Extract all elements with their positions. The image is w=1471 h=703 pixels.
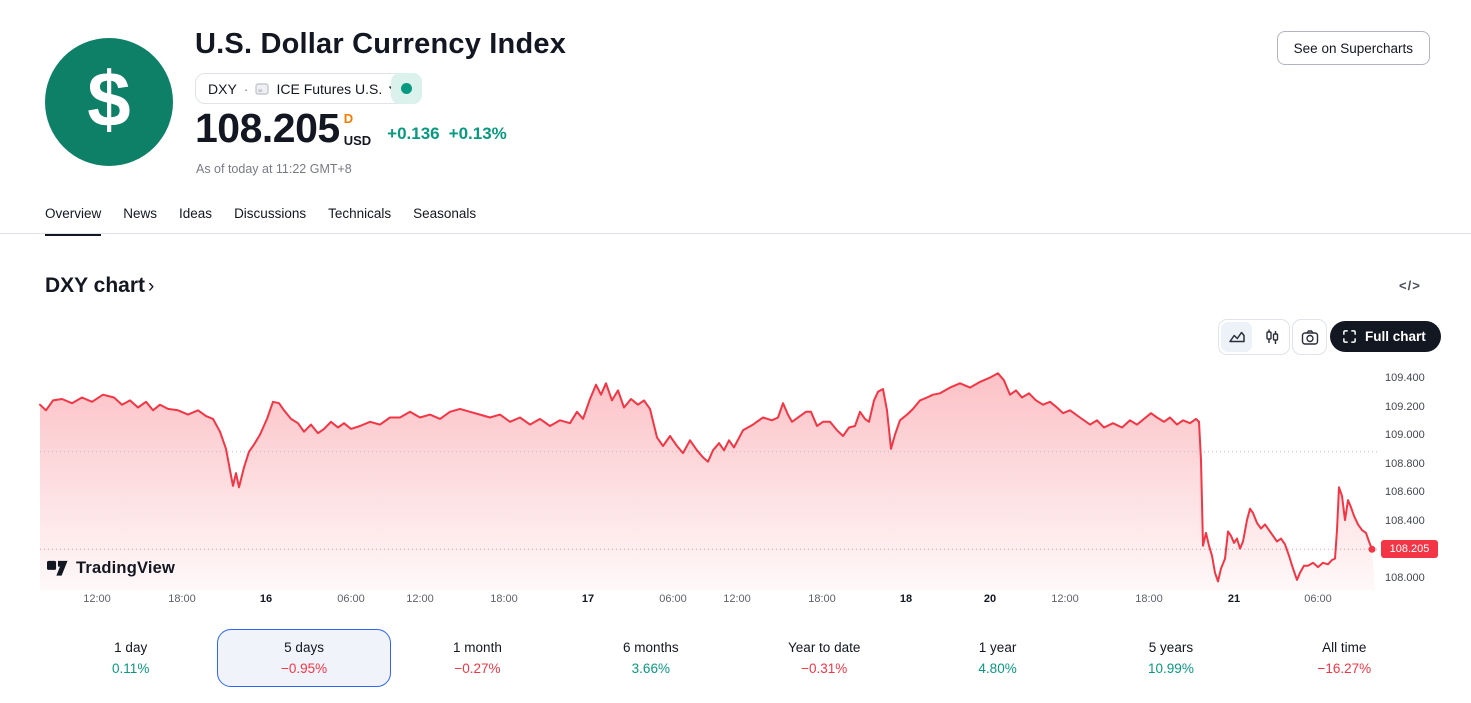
page-title: U.S. Dollar Currency Index — [195, 28, 567, 60]
range-button-1-year[interactable]: 1 year 4.80% — [911, 629, 1084, 687]
y-axis-label: 108.600 — [1385, 486, 1425, 498]
y-axis-label: 109.400 — [1385, 372, 1425, 384]
snapshot-button[interactable] — [1292, 319, 1327, 355]
chart-heading-label: DXY chart — [45, 274, 145, 297]
x-axis-label: 12:00 — [406, 593, 434, 605]
range-change-value: −0.95% — [280, 661, 328, 676]
code-icon: </> — [1399, 278, 1421, 293]
range-change-value: 10.99% — [1148, 661, 1194, 676]
exchange-logo-icon — [255, 82, 270, 95]
range-label: 1 day — [114, 640, 148, 655]
range-change-value: −0.31% — [801, 661, 848, 676]
tab-technicals[interactable]: Technicals — [328, 206, 392, 221]
last-price-dot — [1368, 545, 1376, 553]
tradingview-watermark[interactable]: TradingView — [47, 559, 175, 578]
chart-heading-link[interactable]: DXY chart › — [45, 274, 154, 298]
embed-code-button[interactable]: </> — [1399, 278, 1421, 293]
tab-news[interactable]: News — [123, 206, 158, 221]
range-button-6-months[interactable]: 6 months 3.66% — [564, 629, 737, 687]
range-label: 6 months — [623, 640, 679, 655]
range-change-value: 0.11% — [112, 661, 150, 676]
price-change-pct: +0.13% — [448, 124, 507, 144]
tab-ideas[interactable]: Ideas — [179, 206, 213, 221]
price-value: 108.205 — [195, 105, 340, 151]
range-change-value: 4.80% — [978, 661, 1017, 676]
y-axis-label: 108.400 — [1385, 514, 1425, 527]
last-price-axis-label: 108.205 — [1381, 540, 1438, 559]
chart-type-toggle — [1218, 319, 1290, 355]
full-chart-button[interactable]: Full chart — [1330, 321, 1441, 352]
exchange-label: ICE Futures U.S. — [276, 80, 383, 97]
x-axis-label: 12:00 — [83, 593, 111, 605]
area-chart-icon — [1228, 331, 1245, 343]
candlestick-button[interactable] — [1254, 320, 1289, 354]
range-button-1-month[interactable]: 1 month −0.27% — [391, 629, 564, 687]
range-label: All time — [1322, 640, 1367, 655]
range-button-1-day[interactable]: 1 day 0.11% — [44, 629, 217, 687]
price-line — [39, 372, 1373, 583]
tab-discussions[interactable]: Discussions — [234, 206, 307, 221]
x-axis-label: 21 — [1227, 593, 1241, 605]
area-chart-button[interactable] — [1221, 322, 1252, 352]
price-chart[interactable] — [0, 355, 1471, 610]
x-axis-label: 06:00 — [659, 593, 687, 605]
x-axis-label: 06:00 — [1304, 593, 1332, 605]
supercharts-button[interactable]: See on Supercharts — [1276, 31, 1430, 65]
x-axis-label: 18 — [899, 593, 913, 605]
y-axis-label: 109.200 — [1385, 400, 1425, 413]
dollar-icon: $ — [87, 55, 131, 143]
fullscreen-icon — [1343, 330, 1356, 343]
range-label: 1 year — [978, 640, 1017, 655]
symbol-dropdown[interactable]: DXY · ICE Futures U.S. — [195, 73, 413, 104]
x-axis-label: 12:00 — [1051, 593, 1079, 605]
y-axis-label: 108.800 — [1385, 457, 1425, 470]
range-button-all-time[interactable]: All time −16.27% — [1258, 629, 1431, 687]
price-change: +0.136 +0.13% — [387, 124, 507, 151]
x-axis-label: 06:00 — [337, 593, 365, 605]
price-block: 108.205 D USD +0.136 +0.13% — [195, 105, 507, 151]
x-axis-label: 18:00 — [490, 593, 518, 605]
tradingview-watermark-label: TradingView — [76, 559, 176, 577]
tradingview-logo-icon — [47, 560, 68, 576]
tab-seasonals[interactable]: Seasonals — [413, 206, 477, 221]
range-change-value: −0.27% — [454, 661, 501, 676]
as-of-text: As of today at 11:22 GMT+8 — [196, 162, 352, 176]
x-axis-label: 20 — [983, 593, 997, 605]
tabs-divider — [0, 233, 1471, 234]
symbol-logo: $ — [45, 38, 173, 166]
range-selector: 1 day 0.11% 5 days −0.95% 1 month −0.27% 6 mon… — [44, 629, 1431, 687]
market-status-button[interactable] — [391, 73, 422, 104]
y-axis-label: 108.000 — [1385, 571, 1425, 584]
interval-badge: D — [343, 111, 354, 127]
x-axis-label: 18:00 — [808, 593, 836, 605]
tab-overview[interactable]: Overview — [45, 206, 102, 236]
separator-dot: · — [243, 80, 249, 97]
currency-label: USD — [343, 133, 372, 149]
range-change-value: 3.66% — [631, 661, 670, 676]
chevron-right-icon: › — [148, 275, 155, 297]
range-change-value: −16.27% — [1317, 661, 1372, 676]
symbol-label: DXY — [208, 80, 237, 97]
x-axis-label: 18:00 — [1135, 593, 1163, 605]
y-axis-label: 109.000 — [1385, 429, 1425, 441]
range-button-5-years[interactable]: 5 years 10.99% — [1084, 629, 1257, 687]
range-label: 5 years — [1148, 640, 1194, 655]
market-open-dot-icon — [401, 83, 412, 94]
x-axis-label: 12:00 — [723, 593, 751, 605]
range-button-5-days[interactable]: 5 days −0.95% — [217, 629, 391, 687]
range-button-year-to-date[interactable]: Year to date −0.31% — [738, 629, 911, 687]
range-label: 1 month — [453, 640, 502, 655]
range-label: Year to date — [788, 640, 861, 655]
range-label: 5 days — [284, 640, 324, 655]
tabs: Overview News Ideas Discussions Technicals Se… — [45, 206, 476, 236]
x-axis-label: 17 — [581, 593, 595, 605]
full-chart-label: Full chart — [1365, 329, 1426, 344]
x-axis-label: 18:00 — [168, 593, 196, 605]
price-change-abs: +0.136 — [387, 124, 440, 144]
camera-icon — [1301, 329, 1318, 345]
x-axis-label: 16 — [259, 593, 273, 605]
candlestick-icon — [1265, 329, 1278, 344]
area-fill — [40, 373, 1375, 590]
